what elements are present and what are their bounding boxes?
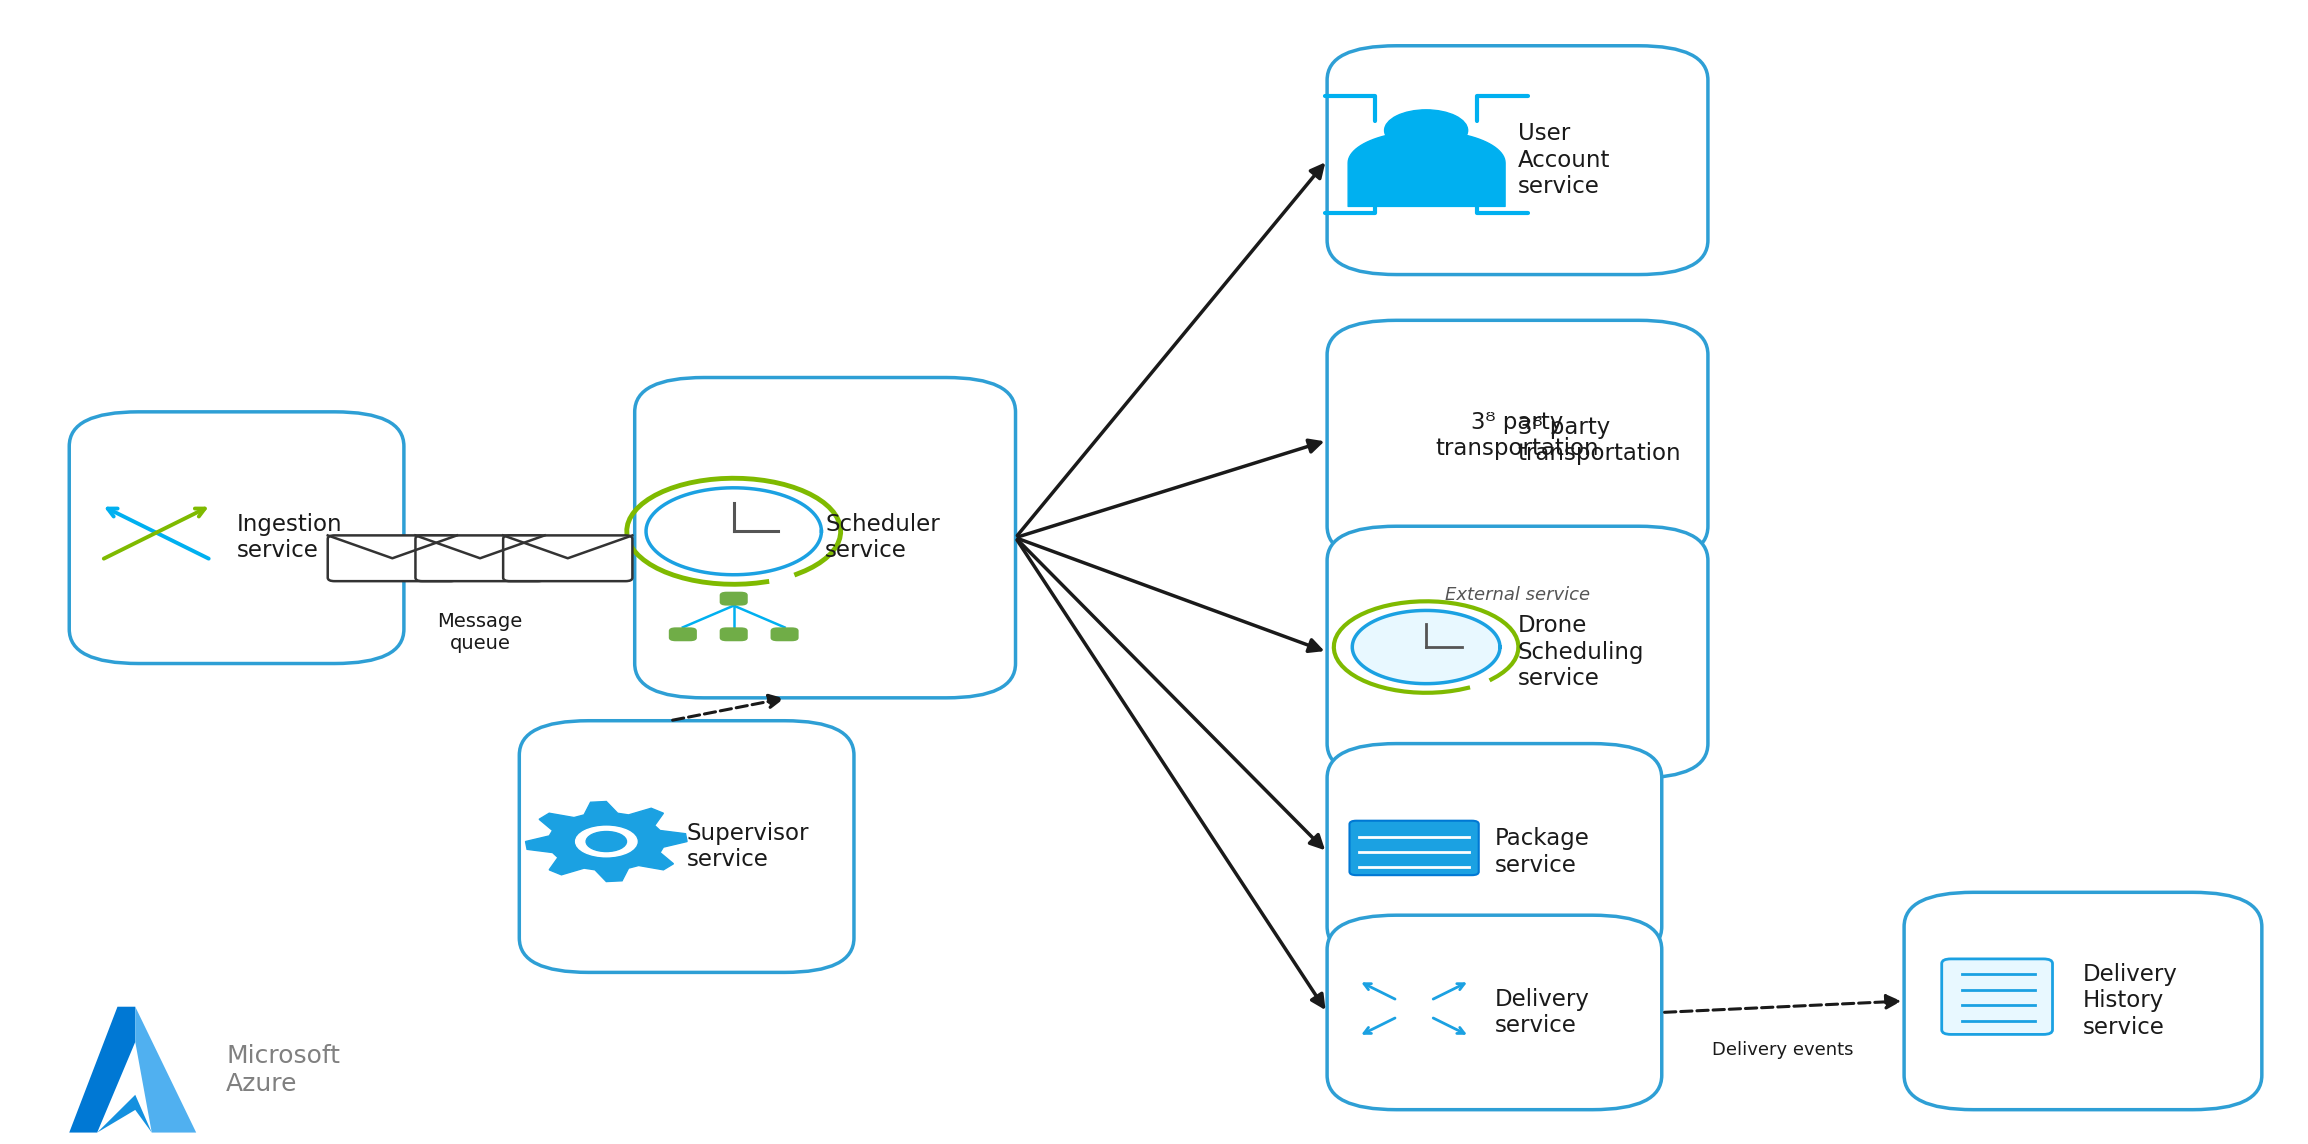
Text: Supervisor
service: Supervisor service <box>688 821 810 872</box>
Text: 3ᴽ party
transportation: 3ᴽ party transportation <box>1519 415 1680 466</box>
FancyBboxPatch shape <box>635 378 1016 698</box>
Text: Delivery
service: Delivery service <box>1493 987 1590 1038</box>
Circle shape <box>575 826 637 857</box>
Text: Microsoft
Azure: Microsoft Azure <box>226 1043 339 1096</box>
Polygon shape <box>136 1007 196 1133</box>
Text: Delivery events: Delivery events <box>1713 1041 1853 1059</box>
FancyBboxPatch shape <box>519 721 854 972</box>
FancyBboxPatch shape <box>1327 320 1708 561</box>
FancyBboxPatch shape <box>720 591 748 605</box>
Text: Ingestion
service: Ingestion service <box>235 513 342 563</box>
Text: 3ᴽ party
transportation: 3ᴽ party transportation <box>1436 411 1599 460</box>
Text: Delivery
History
service: Delivery History service <box>2082 963 2179 1039</box>
Circle shape <box>586 832 625 851</box>
Text: External service: External service <box>1445 586 1590 604</box>
Polygon shape <box>1352 611 1500 684</box>
FancyBboxPatch shape <box>1327 526 1708 778</box>
Text: Scheduler
service: Scheduler service <box>826 513 939 563</box>
Polygon shape <box>97 1095 152 1133</box>
FancyBboxPatch shape <box>1327 744 1662 961</box>
Text: Package
service: Package service <box>1493 827 1590 877</box>
FancyBboxPatch shape <box>771 627 799 642</box>
Polygon shape <box>646 487 822 574</box>
FancyBboxPatch shape <box>720 627 748 642</box>
FancyBboxPatch shape <box>1327 915 1662 1110</box>
Text: Drone
Scheduling
service: Drone Scheduling service <box>1519 614 1643 690</box>
FancyBboxPatch shape <box>1350 820 1479 875</box>
FancyBboxPatch shape <box>669 627 697 642</box>
FancyBboxPatch shape <box>1327 46 1708 275</box>
Text: User
Account
service: User Account service <box>1519 122 1611 198</box>
Polygon shape <box>69 1007 136 1133</box>
FancyBboxPatch shape <box>1941 959 2052 1034</box>
FancyBboxPatch shape <box>328 535 457 581</box>
FancyBboxPatch shape <box>69 412 404 664</box>
FancyBboxPatch shape <box>1904 892 2262 1110</box>
FancyBboxPatch shape <box>503 535 632 581</box>
Text: Message
queue: Message queue <box>439 612 522 653</box>
Polygon shape <box>526 802 688 882</box>
FancyBboxPatch shape <box>415 535 545 581</box>
Circle shape <box>1385 110 1468 151</box>
